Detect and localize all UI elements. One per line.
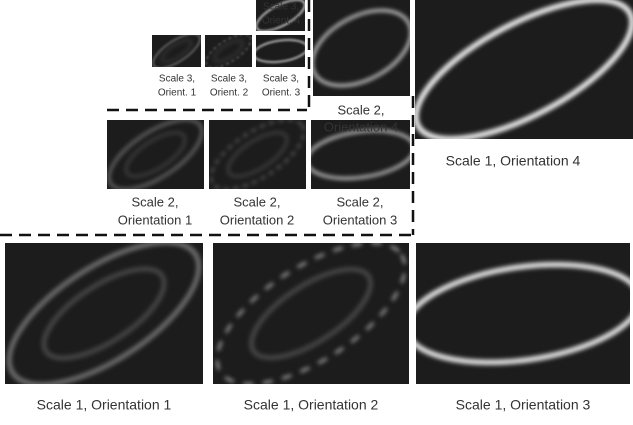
panel-label: Scale 2, [338,102,385,117]
panel-label: Scale 1, Orientation 1 [37,397,172,413]
image-panel [397,0,633,166]
image-panel [252,35,308,67]
panel-label: Orient. 3 [262,88,301,99]
panel-label: Orientation 1 [118,212,192,227]
panel-label: Scale 3, [263,2,299,13]
image-panel [195,216,427,411]
image-panel [0,215,221,412]
panel-label: Scale 3, [159,74,195,85]
page: {"panels": [ {"label": ["Scale 3,", "Ori… [0,0,633,425]
image-panel [98,106,212,202]
panel-bg [205,35,252,67]
panel-label: Scale 1, Orientation 2 [244,397,379,413]
panel-label: Scale 3, [263,74,299,85]
panel-label: Scale 1, Orientation 3 [456,397,591,413]
panel-label: Scale 3, [211,74,247,85]
image-panel [200,106,314,202]
image-panel [400,243,633,384]
panel-label: Orientation 3 [323,212,397,227]
image-panel [300,0,424,101]
panel-bg [209,120,306,189]
panel-label: Orientation 2 [220,212,294,227]
figure: Scale 3, Orient. 1 Scale 3, Orient. 2 Scale … [0,0,633,425]
panel-label: Orient. 1 [158,88,197,99]
panel-label: Scale 2, [132,194,179,209]
image-panel [201,28,256,74]
image-panel [148,27,205,74]
panel-label: Scale 1, Orientation 4 [446,153,581,169]
panel-label: Orient. 2 [210,88,249,99]
panel-bg [213,243,409,384]
panel-label: Scale 2, [234,194,281,209]
panel-label: Orientation 4 [324,119,398,134]
panel-label: Scale 2, [337,194,384,209]
panel-label: Orient. 4 [262,16,301,27]
